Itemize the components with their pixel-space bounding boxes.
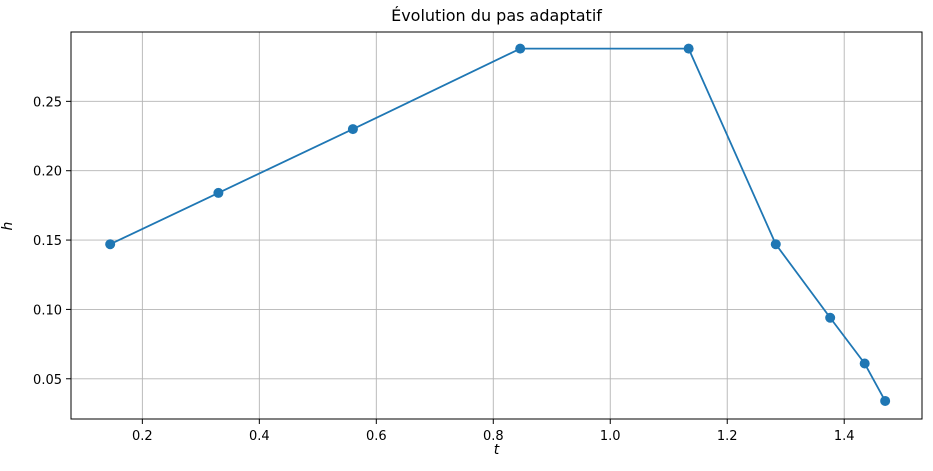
data-point (105, 239, 116, 250)
chart-title: Évolution du pas adaptatif (391, 6, 602, 25)
data-point (770, 239, 781, 250)
data-point (213, 187, 224, 198)
x-tick-label: 0.8 (483, 429, 504, 444)
x-axis-label: t (493, 442, 500, 458)
x-tick-label: 1.2 (717, 429, 738, 444)
x-tick-label: 1.0 (600, 429, 621, 444)
y-tick-label: 0.05 (33, 373, 62, 388)
data-point (859, 358, 870, 369)
y-axis-label: h (0, 221, 16, 231)
y-tick-label: 0.15 (33, 234, 62, 249)
data-point (515, 43, 526, 54)
plot-border (70, 31, 923, 420)
data-point (347, 124, 358, 135)
y-tick-label: 0.10 (33, 303, 62, 318)
x-tick-label: 1.4 (834, 429, 855, 444)
y-tick-label: 0.25 (33, 95, 62, 110)
data-point (825, 312, 836, 323)
x-tick-label: 0.6 (366, 429, 387, 444)
x-tick-label: 0.4 (249, 429, 270, 444)
data-point (683, 43, 694, 54)
y-tick-label: 0.20 (33, 165, 62, 180)
x-tick-label: 0.2 (132, 429, 153, 444)
data-point (880, 395, 891, 406)
